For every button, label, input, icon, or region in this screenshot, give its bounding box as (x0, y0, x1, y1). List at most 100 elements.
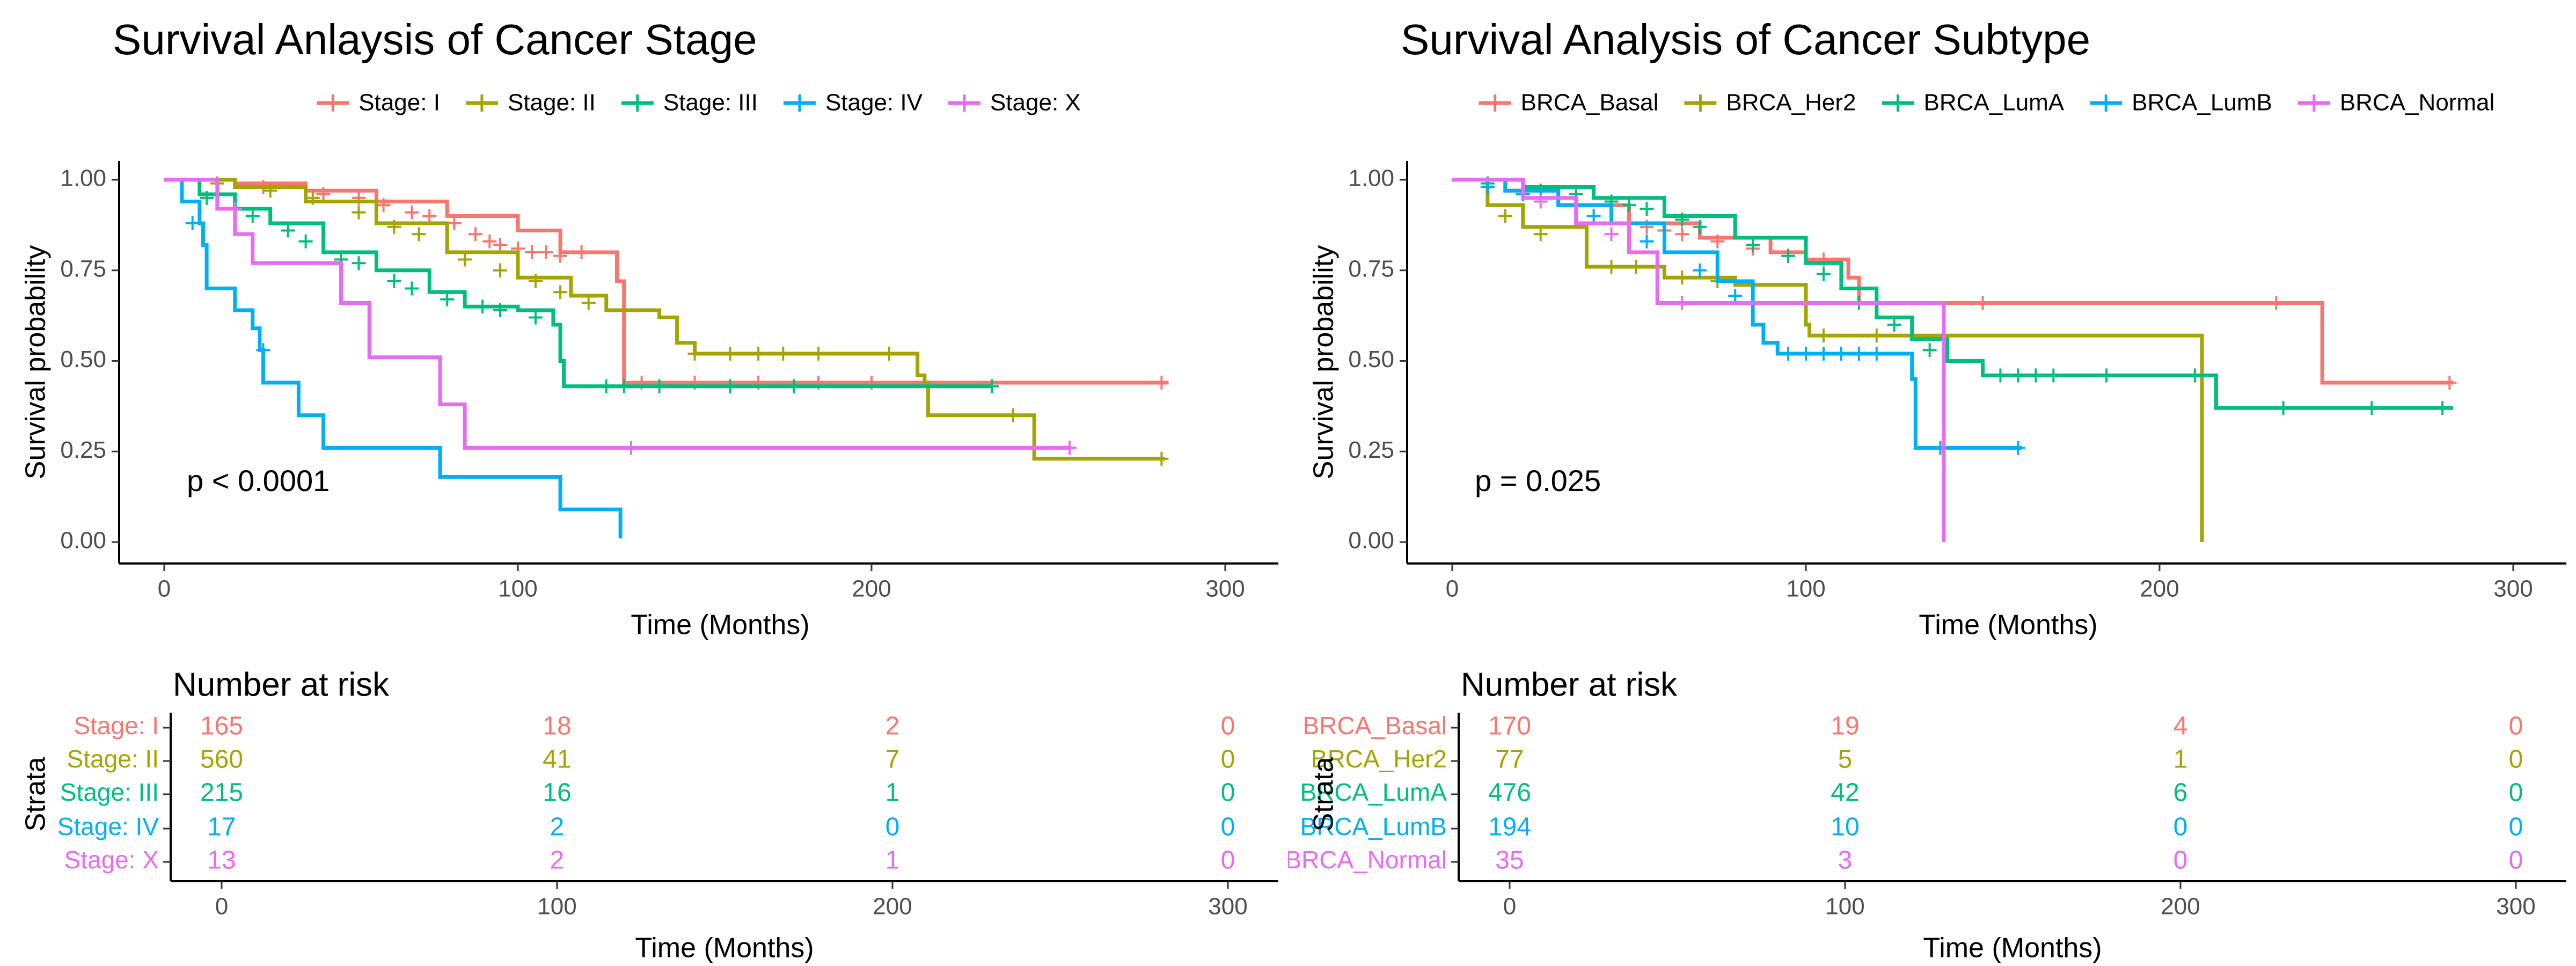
survival-curve (1452, 178, 1946, 542)
censor-mark (228, 202, 242, 216)
chart-title: Survival Anlaysis of Cancer Stage (113, 16, 757, 63)
censor-mark (2011, 368, 2025, 383)
risk-count: 215 (200, 779, 243, 807)
x-tick-label: 200 (852, 576, 891, 602)
survival-curve (1452, 178, 2022, 450)
risk-count: 0 (1221, 712, 1235, 741)
legend-label: BRCA_LumA (1924, 90, 2065, 116)
risk-count: 0 (1221, 779, 1235, 807)
risk-count: 0 (2509, 779, 2523, 807)
subtype-survival-chart: Survival Analysis of Cancer Subtype BRCA_… (1288, 16, 2566, 964)
y-tick-label: 1.00 (60, 165, 106, 192)
censor-mark (1604, 227, 1619, 241)
censor-mark (475, 299, 490, 314)
series-stage-x (164, 178, 1077, 455)
censor-mark (553, 285, 568, 299)
risk-count: 0 (1221, 846, 1235, 875)
series-stage-i (164, 178, 1169, 390)
censor-mark (1675, 213, 1689, 227)
risk-count: 4 (2174, 712, 2188, 741)
censor-mark (245, 209, 260, 223)
censor-mark (405, 205, 419, 219)
risk-x-tick-label: 200 (2161, 894, 2200, 920)
censor-mark (422, 209, 437, 223)
censor-mark (811, 347, 826, 361)
censor-mark (440, 292, 455, 306)
legend: BRCA_Basal BRCA_Her2 BRCA_LumA BRCA_LumB BRC… (1479, 90, 2494, 116)
risk-x-tick-label: 200 (873, 894, 912, 920)
censor-mark (185, 216, 200, 230)
risk-count: 7 (885, 745, 900, 774)
risk-strata-label: Stage: II (67, 745, 159, 773)
risk-strata-label: BRCA_Her2 (1311, 745, 1447, 773)
x-tick-label: 300 (1205, 576, 1245, 602)
legend-item-stage-ii: Stage: II (465, 90, 596, 116)
censor-mark (493, 238, 508, 252)
censor-mark (1640, 234, 1654, 248)
censor-mark (1063, 441, 1077, 455)
risk-count: 0 (2509, 745, 2523, 774)
risk-y-axis-title: Strata (1308, 757, 1340, 832)
risk-x-axis-title: Time (Months) (635, 933, 814, 964)
stage-survival-panel: Survival Anlaysis of Cancer Stage Stage: … (20, 16, 1278, 964)
censor-mark (1728, 289, 1743, 303)
risk-strata-label: Stage: III (60, 778, 159, 806)
risk-row-brca-basal: BRCA_Basal 170 19 4 0 (1303, 712, 2523, 741)
censor-mark (882, 347, 896, 361)
censor-mark (352, 205, 366, 219)
risk-strata-label: BRCA_Normal (1288, 846, 1447, 874)
series-brca-lumb (1452, 178, 2025, 455)
censor-mark (2269, 296, 2284, 310)
censor-mark (1922, 343, 1937, 357)
risk-table-title: Number at risk (1461, 666, 1678, 703)
censor-mark (1781, 347, 1796, 361)
censor-mark (1604, 260, 1619, 274)
censor-mark (1816, 347, 1831, 361)
censor-mark (482, 234, 497, 248)
legend-item-brca-normal: BRCA_Normal (2297, 90, 2494, 116)
risk-strata-label: Stage: IV (57, 813, 159, 840)
risk-x-tick-label: 0 (1503, 894, 1516, 920)
subtype-survival-panel: Survival Analysis of Cancer Subtype BRCA_… (1288, 0, 2576, 966)
censor-mark (1629, 260, 1643, 274)
censor-mark (1834, 347, 1848, 361)
censor-mark (281, 223, 295, 238)
censor-mark (1640, 202, 1654, 216)
censor-mark (447, 216, 462, 230)
risk-strata-label: BRCA_LumA (1300, 778, 1447, 806)
censor-mark (1154, 376, 1169, 390)
risk-count: 19 (1831, 712, 1859, 741)
risk-x-tick-label: 300 (1208, 894, 1247, 920)
risk-count: 1 (885, 846, 900, 875)
risk-count: 0 (2509, 712, 2523, 741)
censor-mark (1006, 408, 1020, 422)
legend-item-brca-her2: BRCA_Her2 (1684, 90, 1856, 116)
y-tick-label: 0.75 (1348, 255, 1394, 282)
risk-count: 18 (543, 712, 571, 741)
censor-mark (1533, 227, 1548, 241)
legend-item-brca-luma: BRCA_LumA (1882, 90, 2065, 116)
legend-label: BRCA_Her2 (1726, 90, 1856, 116)
y-axis-title: Survival probability (20, 245, 52, 479)
censor-mark (2029, 368, 2043, 383)
risk-count: 13 (207, 846, 236, 875)
censor-mark (2187, 368, 2202, 383)
risk-count: 0 (1221, 813, 1235, 841)
censor-mark (1622, 198, 1636, 213)
x-tick-label: 300 (2493, 576, 2533, 602)
censor-mark (617, 379, 631, 393)
risk-count: 0 (2174, 813, 2188, 841)
legend: Stage: I Stage: II Stage: III Stage: IV Stag… (317, 90, 1081, 116)
risk-count: 2 (550, 813, 565, 841)
censor-mark (458, 252, 472, 267)
legend-label: Stage: II (508, 90, 596, 116)
risk-row-stage-ii: Stage: II 560 41 7 0 (67, 745, 1235, 774)
x-tick-label: 200 (2140, 576, 2179, 602)
censor-mark (652, 379, 667, 393)
censor-mark (2365, 401, 2379, 415)
risk-row-stage-iv: Stage: IV 17 2 0 0 (57, 813, 1235, 841)
censor-mark (687, 347, 702, 361)
risk-count: 16 (543, 779, 571, 807)
y-tick-label: 0.75 (60, 255, 106, 282)
risk-strata-label: BRCA_Basal (1303, 712, 1447, 740)
